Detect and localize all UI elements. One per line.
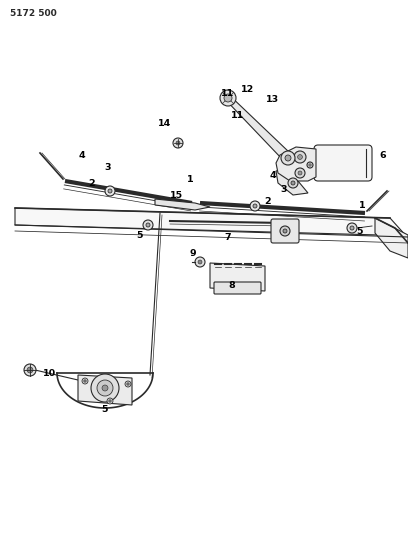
- Circle shape: [173, 138, 183, 148]
- Circle shape: [288, 178, 298, 188]
- Circle shape: [253, 204, 257, 208]
- Circle shape: [125, 381, 131, 387]
- Circle shape: [27, 367, 33, 373]
- Polygon shape: [210, 263, 265, 291]
- Text: 5172 500: 5172 500: [10, 9, 57, 18]
- Text: 5: 5: [102, 406, 108, 415]
- Text: 13: 13: [266, 95, 279, 104]
- Circle shape: [91, 374, 119, 402]
- Polygon shape: [155, 199, 210, 210]
- Polygon shape: [276, 147, 316, 181]
- Text: 4: 4: [79, 150, 85, 159]
- Circle shape: [285, 155, 291, 161]
- Circle shape: [127, 383, 129, 385]
- Text: 2: 2: [265, 197, 271, 206]
- Polygon shape: [78, 375, 132, 405]
- Circle shape: [350, 226, 354, 230]
- Text: 11: 11: [231, 111, 245, 120]
- FancyBboxPatch shape: [214, 282, 261, 294]
- Circle shape: [283, 229, 287, 233]
- Circle shape: [347, 223, 357, 233]
- Circle shape: [176, 141, 180, 145]
- Polygon shape: [15, 208, 408, 238]
- Circle shape: [143, 220, 153, 230]
- Polygon shape: [226, 96, 292, 161]
- Text: 15: 15: [169, 190, 182, 199]
- Circle shape: [294, 151, 306, 163]
- Text: 12: 12: [242, 85, 255, 94]
- Circle shape: [105, 186, 115, 196]
- Circle shape: [298, 171, 302, 175]
- Text: 7: 7: [225, 232, 231, 241]
- Text: 11: 11: [222, 88, 235, 98]
- Text: 1: 1: [187, 174, 193, 183]
- FancyBboxPatch shape: [314, 145, 372, 181]
- Circle shape: [198, 260, 202, 264]
- Text: 8: 8: [228, 281, 235, 290]
- Circle shape: [24, 364, 36, 376]
- Polygon shape: [375, 218, 408, 258]
- Text: 4: 4: [270, 172, 276, 181]
- Text: 5: 5: [137, 230, 143, 239]
- Circle shape: [250, 201, 260, 211]
- Circle shape: [295, 168, 305, 178]
- Circle shape: [108, 189, 112, 193]
- Text: 3: 3: [105, 163, 111, 172]
- Circle shape: [281, 151, 295, 165]
- Text: 10: 10: [42, 368, 55, 377]
- FancyBboxPatch shape: [271, 219, 299, 243]
- Circle shape: [224, 94, 232, 102]
- Text: 2: 2: [89, 179, 95, 188]
- Text: 9: 9: [190, 249, 196, 259]
- Circle shape: [280, 226, 290, 236]
- Circle shape: [97, 380, 113, 396]
- Text: 5: 5: [357, 228, 363, 237]
- Circle shape: [102, 385, 108, 391]
- Text: 1: 1: [359, 200, 365, 209]
- Circle shape: [84, 380, 86, 382]
- Circle shape: [291, 181, 295, 185]
- Text: 6: 6: [380, 150, 386, 159]
- Circle shape: [107, 398, 113, 404]
- Circle shape: [220, 90, 236, 106]
- Circle shape: [309, 164, 311, 166]
- Circle shape: [82, 378, 88, 384]
- Circle shape: [195, 257, 205, 267]
- Circle shape: [297, 155, 302, 159]
- Text: 3: 3: [281, 184, 287, 193]
- Circle shape: [307, 162, 313, 168]
- Circle shape: [109, 400, 111, 402]
- Text: 14: 14: [158, 118, 172, 127]
- Polygon shape: [276, 168, 308, 195]
- Circle shape: [146, 223, 150, 227]
